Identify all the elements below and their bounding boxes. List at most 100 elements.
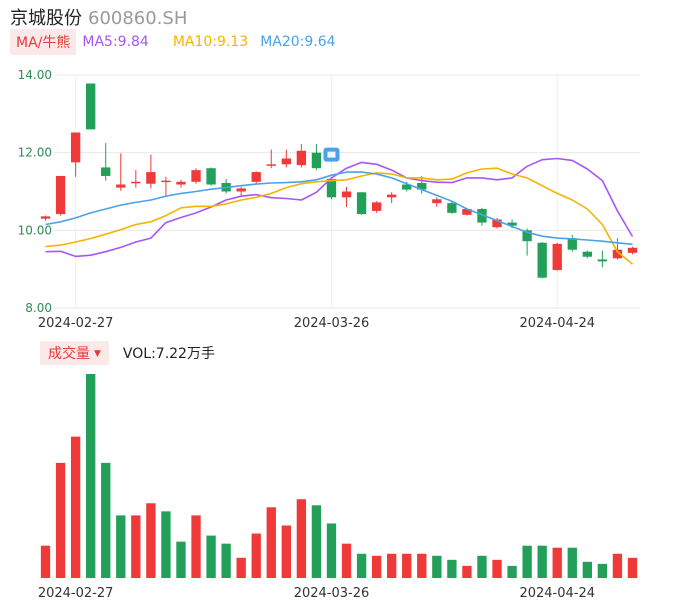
- stock-name: 京城股份: [10, 8, 82, 29]
- candle: [371, 201, 382, 213]
- volume-bar: [597, 563, 608, 578]
- caret-down-icon: ▼: [94, 349, 101, 359]
- candle: [387, 192, 397, 204]
- candle: [131, 170, 141, 188]
- volume-button-label: 成交量: [48, 346, 90, 362]
- candle: [326, 179, 337, 200]
- candle: [116, 153, 126, 191]
- event-marker-icon[interactable]: [323, 147, 340, 162]
- candle: [612, 238, 623, 260]
- volume-bar: [612, 553, 623, 578]
- ma10-label: MA10:9.13: [172, 34, 249, 50]
- candle: [146, 154, 156, 189]
- volume-bar: [341, 543, 352, 578]
- candle: [356, 192, 367, 215]
- candle: [597, 250, 608, 268]
- volume-bar: [402, 553, 412, 578]
- volume-bar: [221, 543, 231, 578]
- stock-title: 京城股份 600860.SH: [10, 4, 187, 30]
- y-tick-label: 12.00: [18, 146, 52, 160]
- volume-x-tick-label: 2024-04-24: [519, 586, 595, 601]
- volume-bar: [236, 557, 246, 578]
- volume-bar: [116, 515, 126, 578]
- candle-body: [417, 182, 427, 190]
- candle-body: [251, 172, 261, 182]
- volume-bar: [101, 462, 111, 578]
- ma10-line: [45, 167, 634, 265]
- candle-body: [146, 172, 156, 184]
- candle: [236, 186, 246, 197]
- y-tick-label: 14.00: [18, 68, 52, 82]
- candle-body: [612, 249, 623, 259]
- volume-bar: [131, 515, 141, 578]
- candle-body: [597, 259, 608, 262]
- candle: [447, 201, 457, 215]
- volume-bar: [161, 511, 171, 578]
- candle-body: [356, 192, 367, 215]
- candle: [341, 186, 352, 208]
- candle-body: [191, 170, 201, 182]
- candle-body: [477, 208, 487, 223]
- volume-bar: [146, 503, 156, 578]
- stock-code: 600860.SH: [88, 8, 188, 29]
- ma-indicator-button[interactable]: MA/牛熊: [10, 29, 77, 55]
- price-x-tick-label: 2024-03-26: [294, 316, 370, 331]
- candle: [101, 142, 111, 181]
- candle-body: [507, 222, 517, 226]
- candle-body: [522, 230, 532, 242]
- candle-body: [447, 203, 457, 213]
- candle-body: [131, 181, 141, 184]
- y-tick-label: 10.00: [18, 223, 52, 237]
- volume-bar: [326, 523, 337, 578]
- volume-bar: [86, 374, 96, 578]
- candle: [296, 144, 307, 168]
- volume-bar: [567, 547, 577, 578]
- volume-bar: [462, 565, 472, 578]
- candle: [552, 242, 562, 271]
- volume-bar: [40, 545, 51, 578]
- candle-body: [341, 191, 352, 198]
- y-tick-label: 8.00: [25, 301, 52, 315]
- volume-bar: [281, 525, 291, 578]
- candle: [567, 234, 577, 252]
- candle-body: [371, 202, 382, 211]
- candle-body: [86, 83, 96, 130]
- candle: [627, 246, 638, 255]
- volume-bar: [537, 545, 547, 578]
- volume-bar: [507, 565, 517, 578]
- volume-bar: [387, 553, 397, 578]
- volume-bar: [627, 557, 638, 578]
- candle-body: [432, 199, 442, 204]
- candle-body: [326, 179, 337, 198]
- candle-body: [40, 216, 51, 219]
- volume-bar: [432, 555, 442, 578]
- candle-body: [236, 188, 246, 192]
- candlestick-series: [40, 83, 638, 279]
- volume-bars: [40, 374, 638, 578]
- candle: [191, 168, 201, 184]
- volume-x-tick-label: 2024-03-26: [294, 586, 370, 601]
- volume-x-axis: 2024-02-27 2024-03-26 2024-04-24: [38, 586, 595, 601]
- candle: [70, 132, 81, 177]
- volume-bar: [176, 541, 186, 578]
- candle-body: [492, 219, 502, 228]
- candle: [311, 144, 322, 171]
- candle: [86, 83, 96, 130]
- candle-body: [116, 184, 126, 188]
- volume-bar: [296, 499, 307, 578]
- candle: [432, 197, 442, 208]
- candle: [417, 175, 427, 194]
- candle: [161, 176, 171, 196]
- volume-indicator-button[interactable]: 成交量 ▼: [40, 341, 109, 365]
- ma20-line: [45, 171, 633, 246]
- volume-bar: [251, 533, 261, 578]
- candle-body: [281, 158, 291, 165]
- candle: [206, 167, 216, 186]
- volume-bar: [266, 507, 276, 578]
- candle-body: [462, 208, 472, 215]
- candle: [266, 149, 276, 169]
- candle-body: [582, 251, 592, 257]
- volume-bar: [206, 535, 216, 578]
- candle-body: [402, 184, 412, 190]
